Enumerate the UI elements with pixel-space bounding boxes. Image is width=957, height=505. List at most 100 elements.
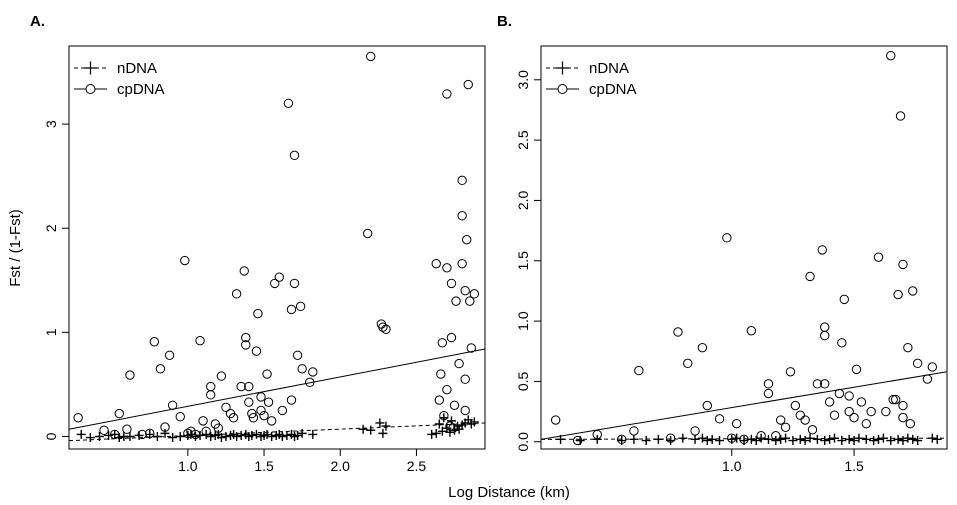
cpdna-point <box>445 421 455 431</box>
ndna-point <box>592 434 602 444</box>
ndna-point <box>715 436 725 446</box>
ndna-point <box>277 432 287 442</box>
cpdna-point <box>829 410 840 420</box>
cpdna-point <box>824 397 835 407</box>
cpdna-point <box>812 379 823 389</box>
ndna-point <box>829 433 839 443</box>
cpdna-point <box>286 304 297 315</box>
cpdna-point <box>905 418 916 429</box>
cpdna-point <box>898 259 908 270</box>
y-axis-label: Fst / (1-Fst) <box>7 209 24 287</box>
cpdna-point <box>381 324 391 334</box>
cpdna-point <box>895 111 906 121</box>
ndna-point <box>206 432 216 442</box>
legend-ndna-marker <box>84 61 97 75</box>
ndna-point <box>381 421 391 431</box>
cpdna-point <box>702 400 713 411</box>
cpdna-point <box>256 392 266 402</box>
ndna-point <box>641 436 651 446</box>
ndna-point <box>469 417 479 427</box>
cpdna-point <box>839 294 849 305</box>
legend-cpdna-label: cpDNA <box>589 81 637 98</box>
cpdna-point <box>739 434 749 445</box>
ndna-point <box>556 434 566 444</box>
cpdna-point <box>460 405 470 416</box>
ndna-point <box>886 436 896 446</box>
ndna-point <box>869 436 879 446</box>
ndna-point <box>908 434 918 444</box>
cpdna-point <box>908 286 918 296</box>
legend-ndna-label: nDNA <box>589 60 629 77</box>
cpdna-point <box>286 395 297 405</box>
cpdna-point <box>454 358 464 369</box>
ndna-point <box>702 436 712 446</box>
cpdna-point <box>253 308 263 319</box>
cpdna-point <box>912 358 923 369</box>
cpdna-point <box>465 296 475 306</box>
cpdna-point <box>289 278 300 289</box>
cpdna-point <box>714 414 725 424</box>
cpdna-point <box>763 388 774 399</box>
ndna-point <box>800 436 810 446</box>
y-tick-label: 1 <box>43 328 59 336</box>
cpdna-point <box>890 394 901 405</box>
cpdna-point <box>122 424 132 434</box>
cpdna-point <box>305 377 315 388</box>
cpdna-point <box>201 426 211 436</box>
cpdna-point <box>244 381 254 392</box>
ndna-point <box>629 434 639 444</box>
panel-b-y-axis: 0.0 0.5 1.0 1.5 2.0 2.5 3.0 <box>515 70 541 452</box>
cpdna-point <box>221 402 231 413</box>
cpdna-point <box>436 369 446 379</box>
cpdna-point <box>592 429 602 440</box>
cpdna-point <box>247 408 257 419</box>
cpdna-trendline <box>540 371 948 440</box>
x-tick-label: 2.0 <box>331 458 351 474</box>
cpdna-point <box>446 278 457 289</box>
ndna-point <box>927 433 937 443</box>
ndna-point <box>267 432 277 442</box>
panel-b-legend: nDNA cpDNA <box>546 60 637 98</box>
cpdna-point <box>898 400 908 411</box>
panel-a-x-axis: 1.0 1.5 2.0 2.5 <box>178 449 426 474</box>
cpdna-point <box>442 384 452 395</box>
cpdna-point <box>160 422 170 432</box>
ndna-point <box>152 432 162 442</box>
cpdna-point <box>439 410 449 421</box>
ndna-point <box>666 436 676 446</box>
y-tick-label: 1.5 <box>515 251 531 271</box>
cpdna-point <box>572 435 583 446</box>
cpdna-point <box>834 388 845 399</box>
x-tick-label: 1.5 <box>254 458 274 474</box>
ndna-point <box>854 433 864 443</box>
ndna-point <box>849 436 859 446</box>
legend-ndna-label: nDNA <box>117 60 157 77</box>
cpdna-point <box>851 364 862 375</box>
x-tick-label: 1.5 <box>844 458 864 474</box>
cpdna-point <box>263 397 274 407</box>
ndna-point <box>697 433 707 443</box>
cpdna-point <box>434 395 444 405</box>
cpdna-point <box>771 431 781 441</box>
cpdna-point <box>292 350 303 360</box>
panel-a-legend: nDNA cpDNA <box>74 60 165 98</box>
panel-a-plot-box <box>68 45 486 450</box>
ndna-point <box>825 434 835 444</box>
cpdna-point <box>873 252 884 262</box>
cpdna-point <box>228 413 239 423</box>
cpdna-point <box>457 175 467 186</box>
ndna-point <box>439 413 449 423</box>
ndna-point <box>160 428 170 438</box>
ndna-point <box>812 434 822 444</box>
cpdna-point <box>634 365 644 376</box>
panel-a-label: A. <box>30 13 45 30</box>
cpdna-point <box>893 289 903 300</box>
cpdna-point <box>283 98 294 108</box>
y-tick-label: 0.0 <box>515 432 531 452</box>
cpdna-point <box>99 425 109 435</box>
cpdna-point <box>308 367 318 377</box>
ndna-point <box>190 432 200 442</box>
cpdna-point <box>195 336 205 346</box>
ndna-trendline <box>68 422 486 442</box>
ndna-point <box>781 433 791 443</box>
